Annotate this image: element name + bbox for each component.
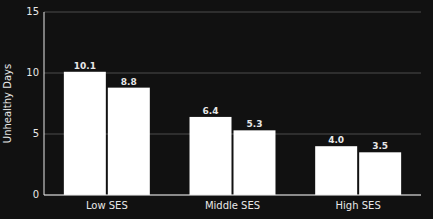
- y-axis: [44, 12, 45, 195]
- bar: [234, 130, 276, 195]
- data-label: 5.3: [247, 119, 263, 129]
- x-tick-label: Middle SES: [205, 200, 260, 211]
- y-tick-label: 0: [33, 189, 39, 200]
- bar: [315, 146, 357, 195]
- bar: [64, 72, 106, 195]
- chart-container: 0 5 10 15 10.1 6.4 4.0 8.8 5.3 3.5 Low SES Middle S…: [0, 0, 433, 219]
- data-label: 10.1: [74, 61, 96, 71]
- bar: [190, 117, 232, 195]
- data-label: 3.5: [372, 141, 388, 151]
- y-tick-label: 15: [26, 6, 39, 17]
- x-axis: [44, 195, 421, 196]
- chart: 0 5 10 15 10.1 6.4 4.0 8.8 5.3 3.5 Low SES Middle S…: [0, 0, 433, 219]
- grid-line: [44, 12, 421, 13]
- data-label: 6.4: [203, 106, 219, 116]
- data-label: 8.8: [121, 77, 137, 87]
- data-label: 4.0: [328, 135, 344, 145]
- x-tick-label: High SES: [336, 200, 381, 211]
- y-axis-label: Unhealthy Days: [2, 64, 13, 143]
- grid-line: [44, 195, 421, 196]
- bars: [64, 72, 401, 195]
- y-tick-label: 5: [33, 128, 39, 139]
- bar: [359, 152, 401, 195]
- x-tick-label: Low SES: [86, 200, 128, 211]
- data-labels: 10.1 6.4 4.0 8.8 5.3 3.5: [74, 61, 388, 152]
- y-tick-label: 10: [26, 67, 39, 78]
- bar: [108, 88, 150, 195]
- background: [0, 0, 433, 219]
